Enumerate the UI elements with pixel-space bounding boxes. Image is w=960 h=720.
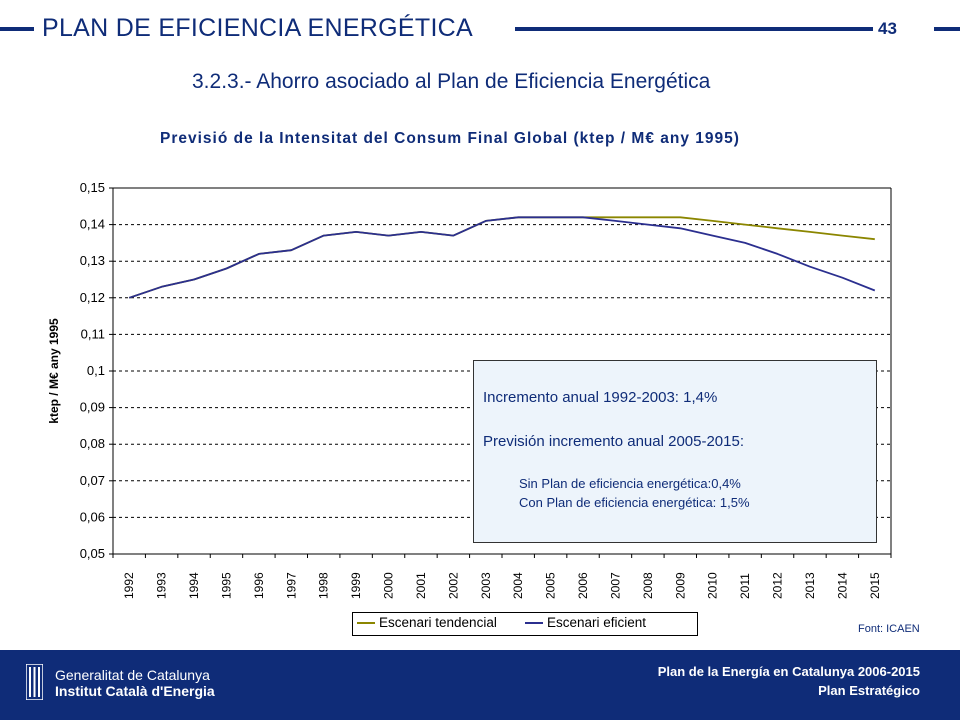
x-tick-label: 2010 (706, 572, 720, 599)
y-tick-label: 0,07 (80, 473, 105, 488)
document-title: Plan de la Energía en Catalunya 2006-201… (657, 664, 920, 679)
org-name-line-1: Generalitat de Catalunya (55, 667, 210, 683)
generalitat-logo-icon (26, 664, 43, 700)
x-tick-label: 2005 (544, 572, 558, 599)
legend-item-eficient: Escenari eficient (525, 615, 646, 630)
x-tick-label: 1993 (155, 572, 169, 599)
x-tick-label: 2013 (803, 572, 817, 599)
x-tick-label: 1999 (349, 572, 363, 599)
chart-title: Previsió de la Intensitat del Consum Fin… (160, 130, 740, 147)
x-tick-label: 2004 (511, 572, 525, 599)
chart-legend: Escenari tendencial Escenari eficient (352, 612, 698, 636)
header-bar-far-right (934, 27, 960, 31)
x-tick-label: 1997 (284, 572, 298, 599)
legend-swatch-eficient (525, 622, 543, 625)
y-tick-label: 0,08 (80, 436, 105, 451)
y-tick-label: 0,15 (80, 180, 105, 195)
x-tick-label: 2006 (576, 572, 590, 599)
series-line-eficient (128, 216, 876, 299)
annotation-line-4: Con Plan de eficiencia energética: 1,5% (519, 495, 750, 510)
y-tick-label: 0,05 (80, 546, 105, 561)
y-tick-label: 0,1 (87, 363, 105, 378)
page-header-title: PLAN DE EFICIENCIA ENERGÉTICA (42, 14, 474, 42)
legend-label-eficient: Escenari eficient (547, 615, 647, 630)
y-axis-title: ktep / M€ any 1995 (47, 318, 61, 424)
x-tick-label: 1994 (187, 572, 201, 599)
y-tick-label: 0,09 (80, 400, 105, 415)
x-tick-label: 1995 (219, 572, 233, 599)
org-name-line-2: Institut Català d'Energia (55, 683, 215, 699)
annotation-line-1: Incremento anual 1992-2003: 1,4% (483, 389, 718, 406)
footer-band (0, 650, 960, 720)
source-note: Font: ICAEN (858, 623, 920, 635)
x-tick-label: 2014 (835, 572, 849, 599)
x-tick-label: 2002 (446, 572, 460, 599)
annotation-box: Incremento anual 1992-2003: 1,4% Previsi… (473, 360, 877, 543)
series-line-tendencial (128, 216, 875, 299)
x-tick-label: 2011 (738, 573, 752, 599)
x-tick-label: 2015 (868, 572, 882, 599)
x-tick-label: 2009 (673, 572, 687, 599)
x-tick-label: 2007 (608, 572, 622, 599)
x-tick-label: 2001 (414, 572, 428, 599)
x-tick-label: 2008 (641, 572, 655, 599)
y-tick-label: 0,14 (80, 217, 105, 232)
legend-label-tendencial: Escenari tendencial (379, 615, 497, 630)
y-tick-label: 0,06 (80, 509, 105, 524)
x-tick-label: 2003 (479, 572, 493, 599)
header-bar-right (515, 27, 873, 31)
header-bar-left (0, 27, 34, 31)
annotation-line-3: Sin Plan de eficiencia energética:0,4% (519, 476, 741, 491)
section-subtitle: 3.2.3.- Ahorro asociado al Plan de Efici… (192, 70, 711, 93)
y-tick-label: 0,11 (81, 326, 105, 341)
line-chart: 0,05 0,06 0,07 0,08 0,09 0,1 0,11 0,12 0,13 0,14 0… (47, 180, 892, 599)
y-tick-label: 0,13 (80, 253, 105, 268)
page-number: 43 (878, 19, 897, 38)
x-tick-label: 1996 (252, 572, 266, 599)
y-tick-label: 0,12 (80, 290, 105, 305)
document-subtitle: Plan Estratégico (818, 683, 920, 698)
x-tick-label: 1998 (317, 572, 331, 599)
legend-item-tendencial: Escenari tendencial (357, 615, 497, 630)
x-tick-label: 1992 (122, 572, 136, 599)
x-tick-label: 2012 (771, 572, 785, 599)
x-tick-label: 2000 (382, 572, 396, 599)
legend-swatch-tendencial (357, 622, 375, 625)
annotation-line-2: Previsión incremento anual 2005-2015: (483, 433, 744, 450)
